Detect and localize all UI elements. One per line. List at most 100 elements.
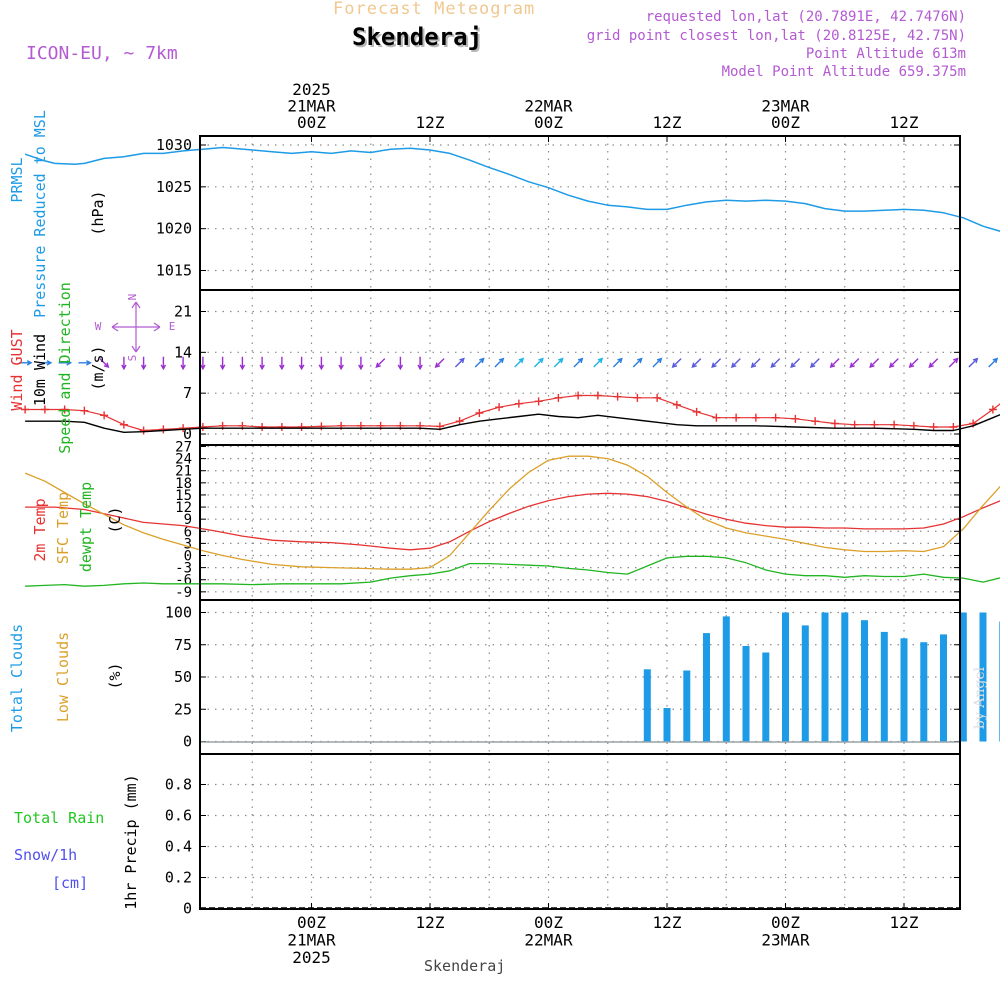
ytick-label: 0.6 [165, 807, 192, 825]
ytick-label: 7 [183, 384, 192, 402]
top-time-label: 00Z [534, 113, 563, 132]
gust-marker [21, 405, 30, 414]
wind-direction-arrow [928, 358, 939, 369]
total-cloud-bar [722, 616, 730, 742]
gust-marker [119, 420, 128, 429]
ytick-label: 0.4 [165, 838, 192, 856]
wind-direction-arrow [375, 358, 386, 369]
total-clouds-label: Total Clouds [8, 624, 26, 732]
ytick-label: 9 [184, 512, 192, 528]
gust-marker [455, 417, 464, 426]
gust-marker [633, 393, 642, 402]
gust-marker [613, 392, 622, 401]
clouds-unit: (%) [106, 662, 124, 689]
rain-legend: Total Rain [14, 809, 104, 827]
ytick-label: 12 [175, 500, 192, 516]
ytick-label: 3 [184, 536, 192, 552]
ytick-label: 0.8 [165, 776, 192, 794]
gust-marker [139, 426, 148, 435]
top-time-label: 2025 [292, 80, 331, 99]
gust-marker [495, 403, 504, 412]
wind-direction-arrow [888, 358, 899, 369]
temp-unit: (C) [106, 506, 124, 533]
ytick-label: 0.2 [165, 869, 192, 887]
wind-direction-arrow [968, 357, 979, 368]
gust-marker [751, 413, 760, 422]
gust-marker [60, 405, 69, 414]
gust-marker [870, 420, 879, 429]
temp-sfc-line [24, 455, 1000, 570]
wind-direction-arrow [298, 356, 305, 371]
wind-direction-arrow [869, 358, 880, 369]
total-cloud-bar [643, 669, 651, 742]
gridpoint-coords: grid point closest lon,lat (20.8125E, 42… [586, 28, 966, 44]
wind-direction-arrow [632, 357, 643, 368]
gust-marker [475, 409, 484, 417]
wind-direction-arrow [259, 356, 265, 371]
panel-frame-pressure [199, 135, 961, 291]
model-altitude: Model Point Altitude 659.375m [721, 64, 966, 80]
gust-marker [653, 393, 662, 402]
gust-marker [692, 407, 701, 416]
gust-marker [258, 423, 267, 431]
wind-direction-arrow [38, 360, 53, 366]
gust-marker [100, 411, 109, 420]
top-time-label: 00Z [771, 113, 800, 132]
pressure-line [24, 146, 1000, 232]
wind-direction-arrow [908, 358, 919, 369]
ytick-label: -6 [175, 573, 192, 589]
wind-label: 10m Wind [31, 334, 49, 406]
ytick-label: 0 [183, 900, 192, 918]
gust-marker [791, 414, 800, 423]
gust-marker [574, 391, 583, 400]
total-cloud-bar [861, 620, 868, 742]
ytick-label: 0 [183, 425, 192, 443]
model-label: ICON-EU, ~ 7km [26, 43, 178, 64]
wind-direction-arrow [494, 357, 505, 368]
bottom-time-label: 12Z [890, 913, 919, 932]
wind-direction-arrow [99, 358, 110, 369]
panel-pressure: 1015 1020 1025 1030 [156, 136, 960, 290]
wind-direction-arrow [279, 356, 285, 371]
ytick-label: 25 [174, 700, 192, 718]
wind-direction-arrow [78, 360, 92, 366]
gust-label: Wind GUST [8, 329, 26, 410]
ytick-label: 21 [175, 464, 192, 480]
compass-north: N [126, 294, 139, 301]
wind-direction-arrow [417, 356, 423, 371]
wind-unit: (m/s) [89, 345, 107, 390]
top-time-label: 21MAR [287, 97, 336, 116]
point-altitude: Point Altitude 613m [805, 46, 966, 62]
total-cloud-bar [782, 612, 789, 742]
gust-marker [949, 423, 958, 431]
pressure-label-2: Pressure Reduced to MSL [31, 110, 49, 318]
gust-marker [890, 420, 899, 429]
bottom-time-label: 12Z [653, 913, 682, 932]
bottom-time-label: 21MAR [287, 931, 336, 950]
wind-direction-arrow [593, 357, 604, 368]
footer-location: Skenderaj [424, 957, 506, 975]
panel-frame-wind [199, 289, 961, 446]
gust-marker [830, 419, 839, 428]
top-time-label: 12Z [890, 113, 919, 132]
top-time-label: 00Z [297, 113, 326, 132]
ytick-label: 75 [174, 636, 192, 654]
wind-direction-arrow [849, 358, 860, 369]
ytick-label: 50 [174, 668, 192, 686]
gust-marker [929, 423, 938, 431]
compass-west: W [95, 320, 102, 333]
wind-direction-arrow [338, 356, 344, 371]
gust-marker [80, 406, 89, 415]
wind-direction-arrow [318, 356, 325, 371]
top-time-label: 22MAR [524, 97, 573, 116]
wind-direction-arrow [358, 356, 364, 371]
total-cloud-bar [880, 631, 888, 742]
wind-direction-arrow [474, 357, 485, 368]
ytick-label: 6 [184, 524, 192, 540]
total-cloud-bar [801, 625, 809, 742]
ytick-label: 24 [175, 452, 192, 468]
panel-frame-precip [199, 753, 961, 910]
gust-marker [159, 425, 168, 434]
wind-direction-arrow [553, 357, 564, 368]
ytick-label: 15 [175, 488, 192, 504]
